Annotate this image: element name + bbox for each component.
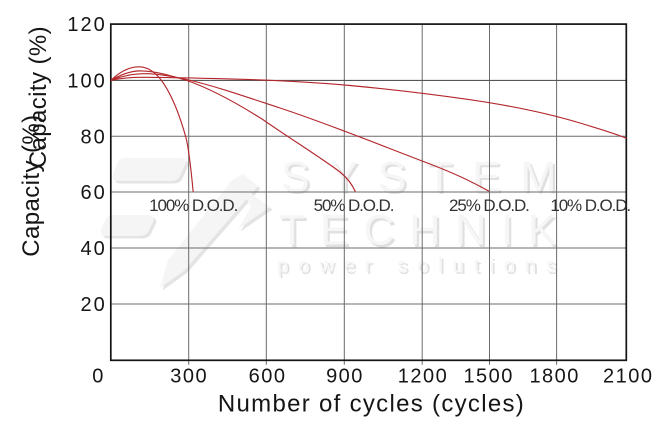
svg-text:100% D.O.D.: 100% D.O.D. <box>149 196 237 215</box>
svg-text:120: 120 <box>67 14 106 36</box>
svg-text:Capacity (%): Capacity (%) <box>25 26 52 168</box>
svg-text:1800: 1800 <box>529 365 580 387</box>
svg-text:20: 20 <box>81 294 107 316</box>
svg-text:TECHNIK: TECHNIK <box>279 207 571 255</box>
svg-text:TECHNIK: TECHNIK <box>281 209 573 257</box>
svg-text:0: 0 <box>92 365 105 387</box>
svg-text:1500: 1500 <box>463 365 514 387</box>
svg-text:Number of cycles (cycles): Number of cycles (cycles) <box>218 391 525 418</box>
svg-text:10% D.O.D.: 10% D.O.D. <box>550 196 630 215</box>
svg-text:power solutions: power solutions <box>279 257 568 279</box>
svg-text:60: 60 <box>81 182 107 204</box>
svg-text:40: 40 <box>81 238 107 260</box>
svg-text:2100: 2100 <box>603 365 654 387</box>
svg-text:100: 100 <box>67 71 106 93</box>
svg-text:80: 80 <box>81 126 107 148</box>
svg-text:power solutions: power solutions <box>277 255 566 277</box>
svg-text:600: 600 <box>249 365 287 387</box>
svg-text:Capacity (%): Capacity (%) <box>18 115 45 257</box>
svg-text:50% D.O.D.: 50% D.O.D. <box>314 196 394 215</box>
svg-text:300: 300 <box>170 365 208 387</box>
svg-text:25% D.O.D.: 25% D.O.D. <box>449 196 529 215</box>
svg-text:SYSTEM: SYSTEM <box>281 154 576 202</box>
svg-text:1200: 1200 <box>398 365 449 387</box>
svg-text:900: 900 <box>326 365 364 387</box>
